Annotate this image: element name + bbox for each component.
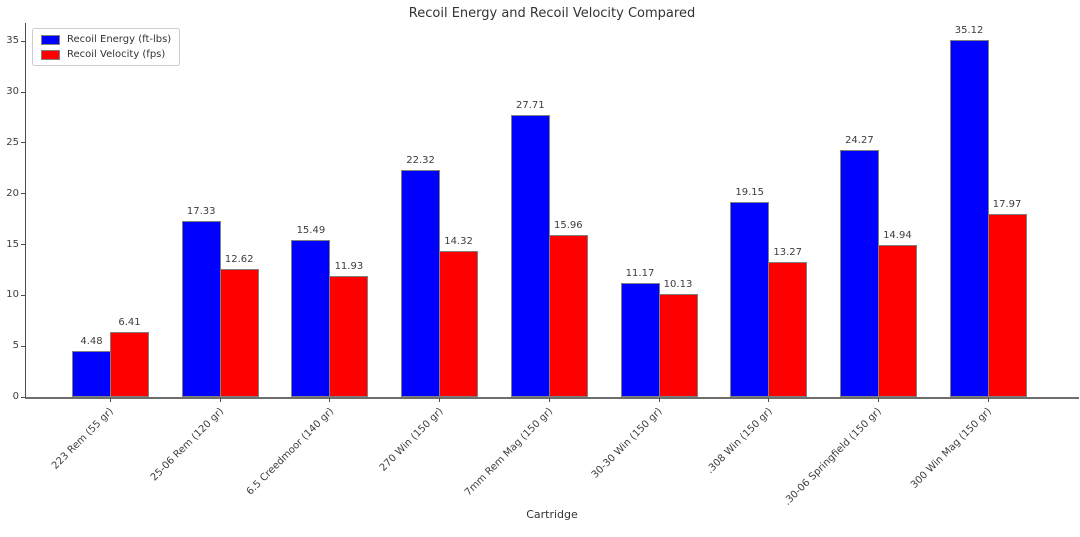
recoil-velocity-bar: [768, 262, 808, 397]
y-axis-spine: [25, 23, 26, 398]
recoil-velocity-bar: [329, 275, 369, 397]
recoil-velocity-bar: [548, 234, 588, 397]
y-axis-tick-label: 30: [6, 86, 19, 98]
y-axis-tick: [21, 345, 25, 347]
x-axis-tick-label: 7mm Rem Mag (150 gr): [462, 406, 556, 499]
y-axis-tick: [21, 91, 25, 93]
recoil-energy-bar: [839, 150, 879, 397]
plot-area: 0 5 10 15 20 25 30 35 4.48 6.41 223 Rem (55 gr) 17.…: [6, 23, 1079, 508]
x-axis-tick-label: .308 Win (150 gr): [704, 406, 775, 476]
x-axis-tick: [219, 398, 221, 402]
recoil-velocity-bar: [987, 214, 1027, 397]
legend-swatch-velocity: [41, 49, 60, 60]
x-axis-tick-label: 30-30 Win (150 gr): [590, 406, 665, 481]
y-axis-tick-label: 5: [12, 340, 19, 352]
x-axis-tick-label: 223 Rem (55 gr): [50, 406, 117, 472]
legend: Recoil Energy (ft-lbs) Recoil Velocity (f…: [32, 28, 181, 66]
recoil-energy-bar: [72, 351, 111, 397]
recoil-energy-bar: [949, 40, 989, 397]
legend-entry: Recoil Velocity (fps): [41, 49, 171, 60]
x-axis-tick-label: 25-06 Rem (120 gr): [148, 406, 226, 484]
legend-swatch-energy: [41, 34, 60, 45]
y-axis-tick-label: 15: [6, 238, 19, 250]
recoil-velocity-bar: [219, 268, 259, 397]
bar-value-label: 17.97: [992, 199, 1022, 211]
recoil-velocity-bar: [658, 294, 698, 397]
y-axis-tick-label: 0: [12, 391, 19, 402]
bar-value-label: 24.27: [845, 135, 874, 147]
y-axis-tick-label: 20: [6, 187, 19, 199]
bar-value-label: 22.32: [406, 155, 435, 167]
bar-value-label: 4.48: [80, 336, 103, 348]
x-axis-tick: [329, 398, 331, 402]
x-axis-tick: [110, 398, 111, 402]
y-axis-tick-label: 35: [6, 35, 19, 47]
legend-label: Recoil Velocity (fps): [67, 49, 166, 60]
x-axis-tick: [987, 398, 989, 402]
recoil-energy-bar: [730, 202, 770, 397]
x-axis-tick-label: 300 Win Mag (150 gr): [909, 406, 994, 491]
recoil-velocity-bar: [439, 251, 479, 397]
y-axis-tick: [21, 396, 25, 398]
x-axis-tick: [548, 398, 550, 402]
bar-value-label: 15.96: [553, 219, 583, 231]
x-axis-spine: [25, 397, 1079, 399]
y-axis-tick-label: 10: [6, 289, 19, 301]
x-axis-tick: [439, 398, 441, 402]
recoil-energy-bar: [291, 239, 331, 397]
bar-value-label: 35.12: [954, 25, 984, 37]
bar-value-label: 14.94: [883, 230, 912, 242]
y-axis-tick: [21, 294, 25, 296]
y-axis-tick-label: 25: [6, 136, 19, 148]
chart-title: Recoil Energy and Recoil Velocity Compar…: [408, 6, 696, 21]
recoil-energy-bar: [510, 115, 550, 397]
x-axis-tick: [658, 398, 660, 402]
bar-value-label: 6.41: [118, 316, 141, 328]
recoil-energy-bar: [181, 220, 221, 397]
bar-value-label: 17.33: [186, 205, 216, 217]
x-axis-tick-label: 270 Win (150 gr): [377, 406, 446, 474]
x-axis-label: Cartridge: [526, 508, 578, 521]
bar-value-label: 14.32: [444, 236, 473, 248]
bar-value-label: 11.93: [334, 260, 364, 272]
recoil-velocity-bar: [110, 331, 149, 397]
bar-value-label: 15.49: [296, 224, 326, 236]
legend-label: Recoil Energy (ft-lbs): [67, 34, 172, 45]
bar-value-label: 19.15: [735, 187, 764, 199]
recoil-energy-bar: [620, 283, 660, 397]
bar-value-label: 13.27: [773, 247, 802, 259]
recoil-velocity-bar: [877, 245, 917, 397]
y-axis-tick: [21, 142, 25, 144]
y-axis-tick: [21, 244, 25, 246]
bar-value-label: 27.71: [515, 100, 545, 112]
bar-value-label: 11.17: [625, 268, 655, 280]
recoil-energy-bar: [401, 170, 441, 397]
x-axis-tick: [877, 398, 879, 402]
bar-value-label: 12.62: [224, 253, 254, 265]
bar-value-label: 10.13: [663, 279, 693, 291]
y-axis-tick: [21, 40, 25, 42]
x-axis-tick-label: .30-06 Springfield (150 gr): [782, 406, 885, 508]
legend-entry: Recoil Energy (ft-lbs): [41, 34, 171, 45]
x-axis-tick-label: 6.5 Creedmoor (140 gr): [244, 406, 336, 498]
y-axis-tick: [21, 193, 25, 195]
x-axis-tick: [768, 398, 770, 402]
